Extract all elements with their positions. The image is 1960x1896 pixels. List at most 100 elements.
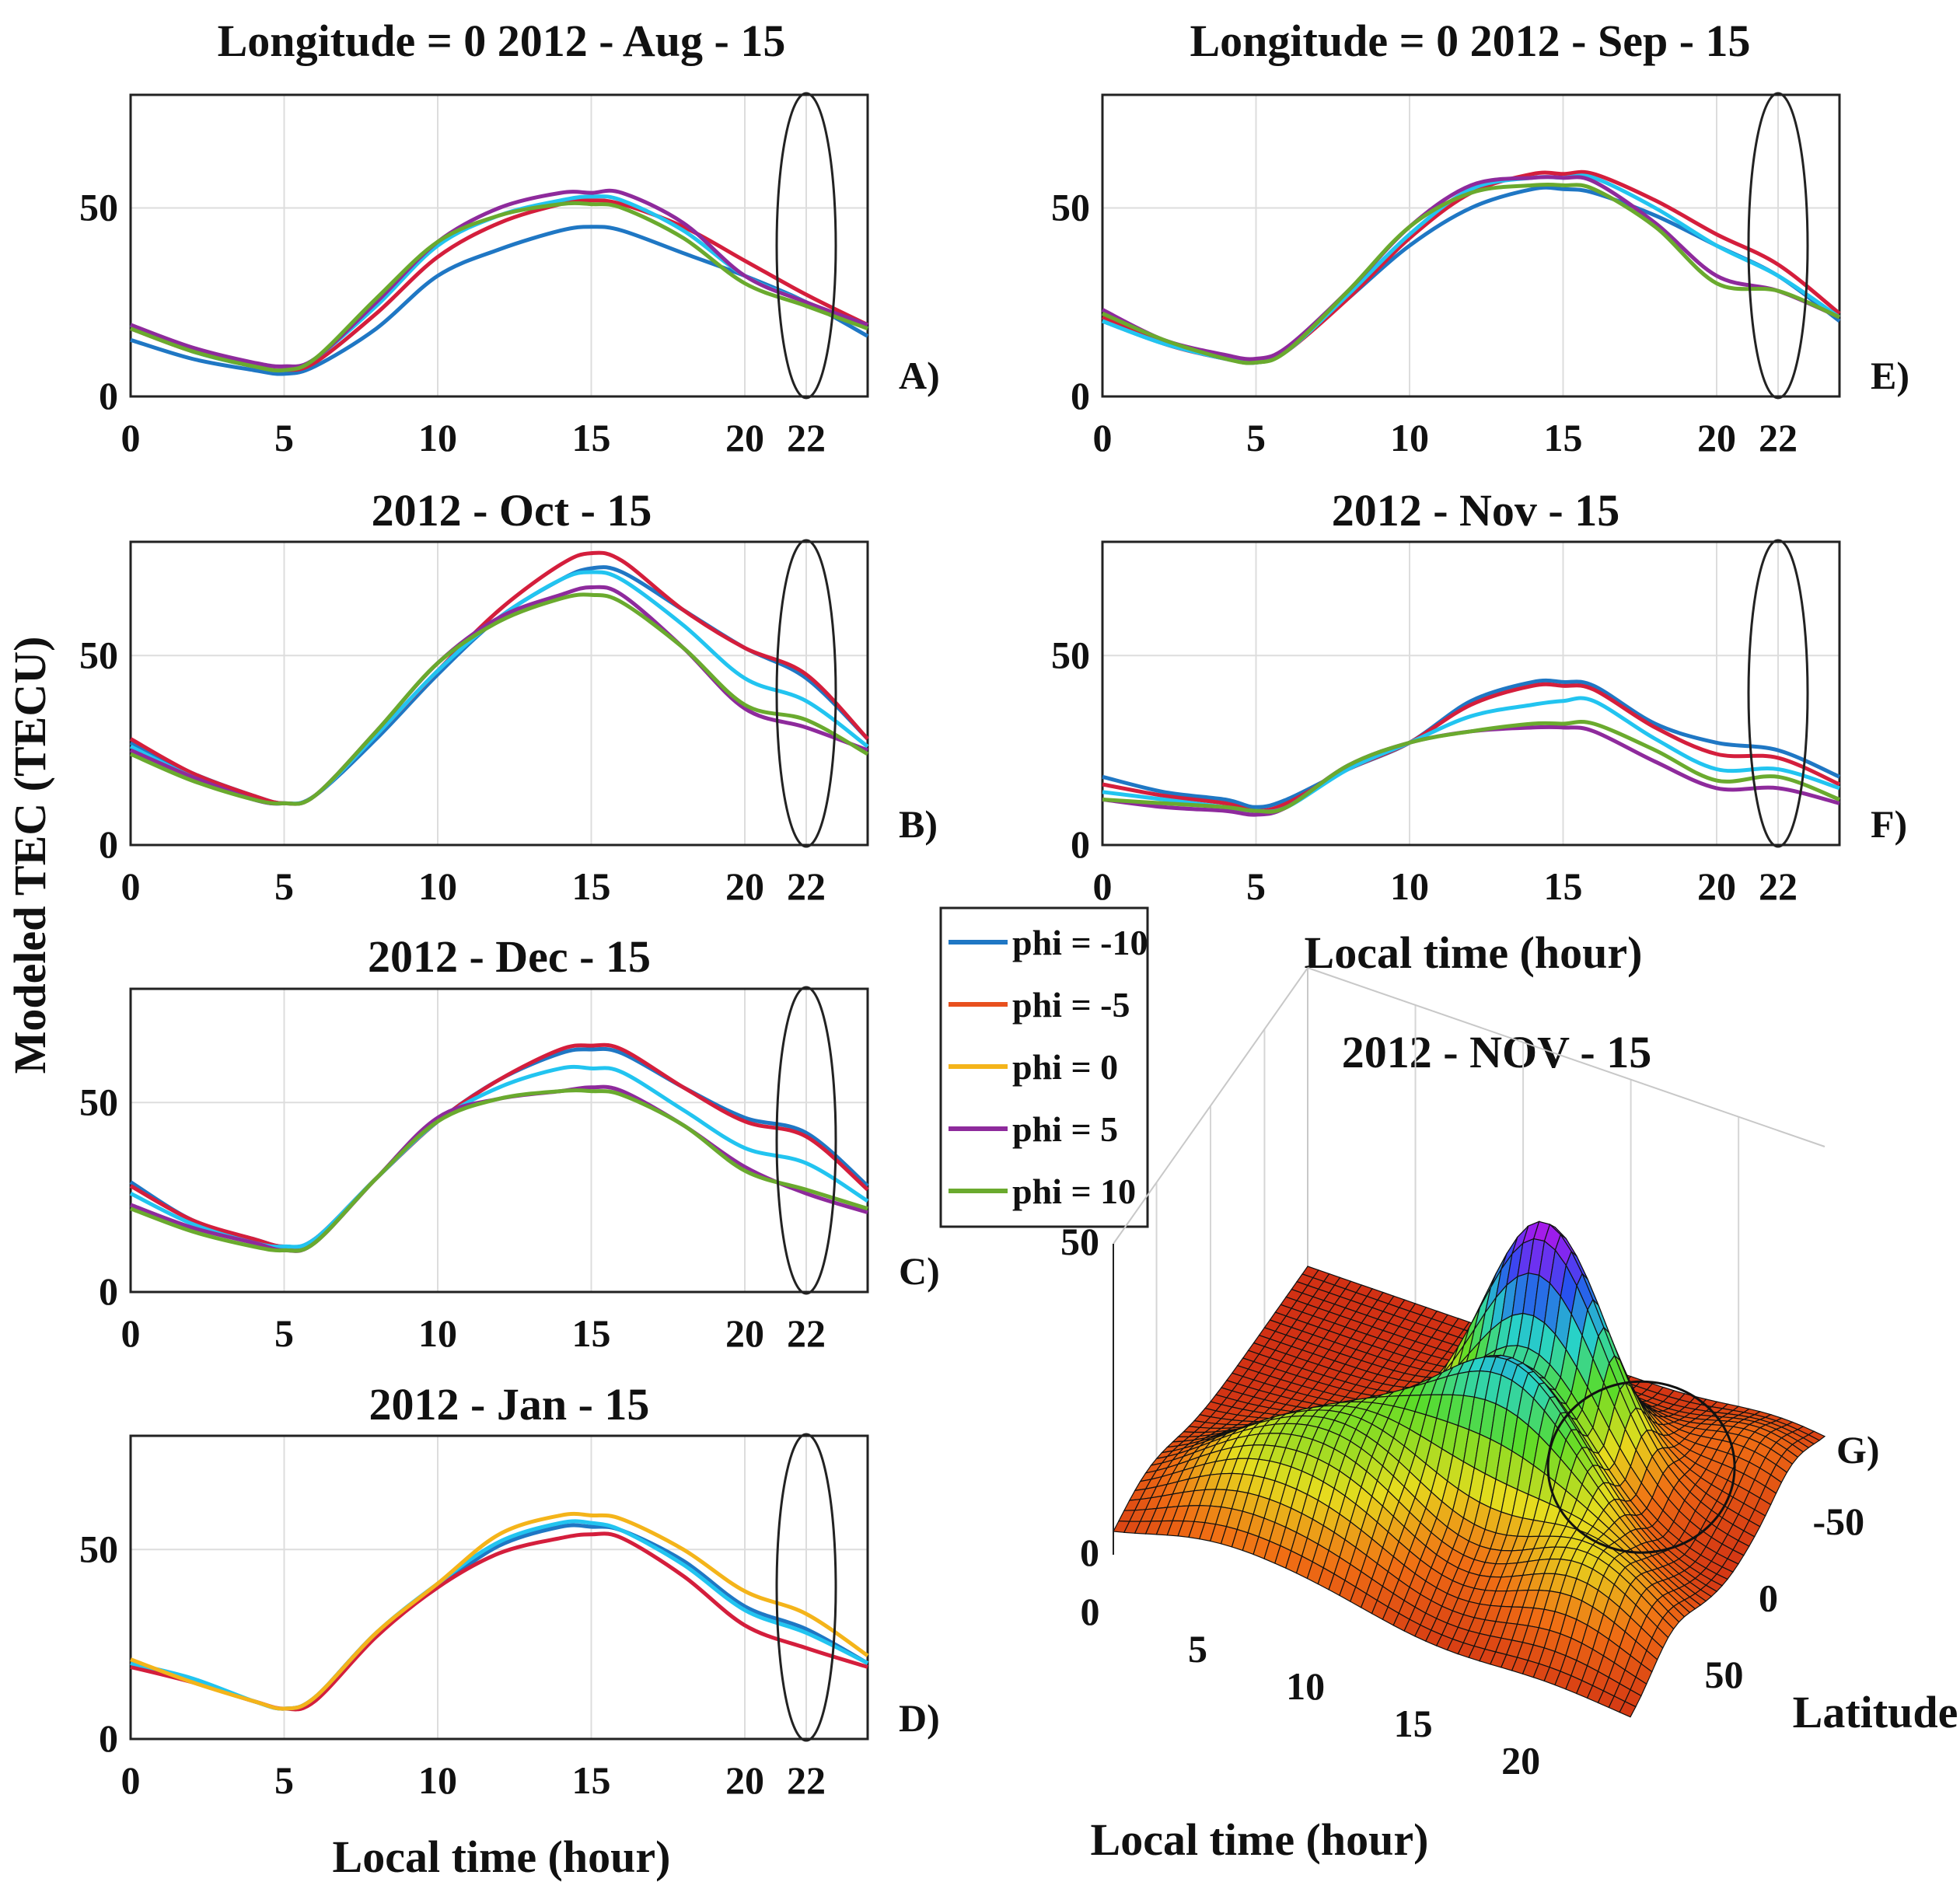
y-tick-label: 0 [99, 1269, 118, 1313]
latitude-tick-label: 0 [1759, 1577, 1778, 1620]
axes-box [1101, 540, 1841, 847]
x-tick-label: 10 [418, 1758, 457, 1802]
highlight-ellipse [775, 1433, 837, 1742]
x-tick-label: 10 [418, 416, 457, 459]
y-tick-label: 50 [1051, 633, 1090, 676]
x-tick-label: 22 [1759, 416, 1798, 459]
series-line [1102, 682, 1841, 813]
series-line [130, 198, 869, 372]
panel-title: 2012 - Jan - 15 [369, 1379, 650, 1430]
legend-label: phi = 5 [1012, 1109, 1118, 1149]
x-tick-label: 0 [121, 416, 141, 459]
x-tick-label: 5 [274, 864, 294, 908]
panel-label: F) [1871, 802, 1907, 846]
series-line [129, 550, 869, 806]
panel-label: E) [1871, 354, 1909, 397]
surface-x-axis-label: Local time (hour) [1091, 1814, 1429, 1865]
x-tick-label: 22 [1759, 864, 1798, 908]
x-tick-label: 22 [787, 416, 826, 459]
y-tick-label: 50 [79, 1527, 118, 1570]
surface-x-tick-label: 15 [1394, 1702, 1433, 1745]
y-tick-label: 50 [79, 186, 118, 229]
y-axis-label: Modeled TEC (TECU) [5, 637, 55, 1074]
z-tick-label: 50 [1060, 1220, 1099, 1263]
y-tick-label: 50 [79, 1080, 118, 1123]
panel-c: 0 5 10 15 20 22 0 50 2012 - Dec - 15 C) [79, 931, 940, 1355]
highlight-ellipse [775, 986, 837, 1295]
panel-title: Longitude = 0 2012 - Aug - 15 [218, 16, 786, 66]
legend-items: phi = -10 phi = -5 phi = 0 phi = 5 phi = 10 [949, 923, 1148, 1211]
x-axis-label-left: Local time (hour) [333, 1831, 671, 1882]
axes-box [129, 987, 869, 1294]
series-line [1102, 169, 1841, 365]
x-tick-label: 5 [1246, 416, 1266, 459]
series-line [130, 188, 868, 368]
panel-title: 2012 - Nov - 15 [1332, 485, 1620, 536]
panel-label: D) [899, 1696, 940, 1740]
x-tick-label: 22 [787, 1758, 826, 1802]
panel-b: 0 5 10 15 20 22 0 50 2012 - Oct - 15 B) [79, 485, 938, 908]
surface-x-tick-label: 20 [1501, 1739, 1540, 1783]
x-tick-label: 10 [1390, 416, 1429, 459]
x-tick-label: 5 [274, 1758, 294, 1802]
legend-label: phi = 0 [1012, 1047, 1118, 1087]
surface-highlight-circle [1546, 1380, 1736, 1554]
series-line [1101, 175, 1840, 361]
x-tick-label: 20 [725, 1758, 764, 1802]
panel-title: 2012 - Oct - 15 [372, 485, 652, 536]
highlight-ellipse [1747, 539, 1809, 848]
x-tick-label: 15 [572, 416, 611, 459]
legend-label: phi = 10 [1012, 1171, 1136, 1211]
x-tick-label: 15 [572, 1758, 611, 1802]
x-tick-label: 20 [1697, 864, 1736, 908]
y-tick-label: 50 [79, 633, 118, 676]
x-tick-label: 20 [725, 1311, 764, 1355]
y-tick-label: 0 [99, 822, 118, 866]
series-line [1102, 182, 1840, 365]
latitude-axis-label: Latitude [1793, 1687, 1958, 1737]
x-tick-label: 5 [1246, 864, 1266, 908]
series-line [130, 225, 869, 376]
series-line [129, 570, 869, 806]
x-tick-label: 20 [725, 864, 764, 908]
panel-title: 2012 - Dec - 15 [368, 931, 651, 982]
surface-x-tick-label: 5 [1188, 1627, 1207, 1671]
highlight-ellipse [775, 539, 837, 848]
x-tick-label: 15 [1544, 416, 1583, 459]
panel-title: Longitude = 0 2012 - Sep - 15 [1190, 16, 1750, 66]
x-tick-label: 15 [572, 864, 611, 908]
latitude-tick-label: -50 [1812, 1500, 1864, 1543]
series-line [129, 1064, 869, 1249]
x-tick-label: 22 [787, 864, 826, 908]
x-tick-label: 5 [274, 1311, 294, 1355]
x-tick-label: 0 [121, 1311, 141, 1355]
series-line [1102, 678, 1840, 809]
series-line [130, 1531, 868, 1712]
z-tick-label: 0 [1080, 1531, 1099, 1574]
panel-label: B) [899, 802, 938, 846]
x-tick-label: 20 [725, 416, 764, 459]
panel-d: 0 5 10 15 20 22 0 50 2012 - Jan - 15 D) [79, 1379, 940, 1802]
series-line [130, 1084, 868, 1253]
series-line [130, 592, 869, 806]
series-line [1102, 185, 1841, 365]
y-tick-label: 50 [1051, 186, 1090, 229]
y-tick-label: 0 [99, 1716, 118, 1760]
x-tick-label: 22 [787, 1311, 826, 1355]
x-axis-label-right: Local time (hour) [1305, 927, 1643, 978]
x-tick-label: 0 [121, 864, 141, 908]
surface-cell [1619, 1700, 1637, 1718]
surface-x-tick-label: 10 [1286, 1664, 1325, 1708]
panel-e: 0 5 10 15 20 22 0 50 Longitude = 0 2012 - Sep - … [1051, 16, 1909, 459]
x-tick-label: 0 [1093, 864, 1113, 908]
axes-box [129, 1434, 869, 1741]
panel-label: A) [899, 354, 940, 397]
series-line [130, 1511, 869, 1711]
series-line [1102, 719, 1840, 814]
surface-x-tick-label: 0 [1081, 1590, 1100, 1633]
x-tick-label: 15 [1544, 864, 1583, 908]
panel-f: 0 5 10 15 20 22 0 50 2012 - Nov - 15 F) [1051, 485, 1907, 908]
x-tick-label: 10 [1390, 864, 1429, 908]
